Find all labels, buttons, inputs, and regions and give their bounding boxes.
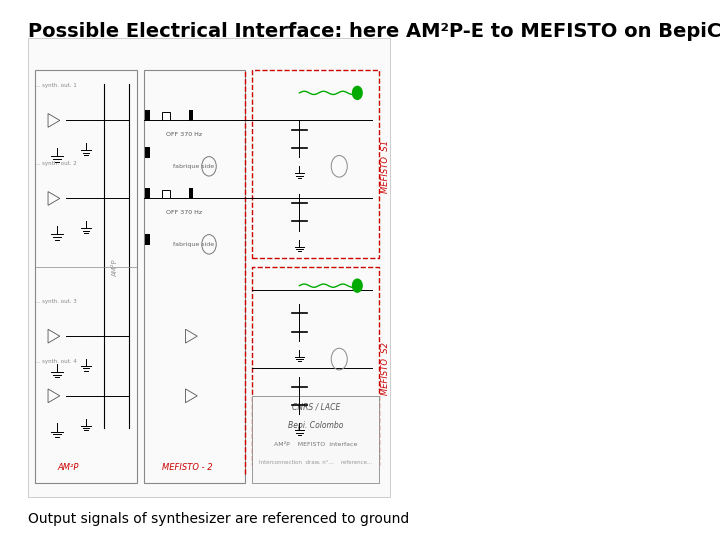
Bar [253,267,379,464]
Text: CNRS / LACE: CNRS / LACE [292,403,340,412]
Bar [144,70,246,483]
Bar [253,70,379,258]
Bar [162,190,170,198]
Bar [162,112,170,120]
Text: OFF 370 Hz: OFF 370 Hz [166,210,202,215]
Text: ... synth. out. 2: ... synth. out. 2 [35,161,77,166]
Circle shape [353,86,362,99]
Text: MEFISTO  S1: MEFISTO S1 [381,140,390,193]
Bar [35,70,137,483]
Bar [145,147,150,158]
Bar [145,234,150,245]
Bar [189,111,194,122]
Text: AM²P: AM²P [57,463,78,471]
Text: MEFISTO - 2: MEFISTO - 2 [162,463,212,471]
Text: MEFISTO  S2: MEFISTO S2 [381,342,390,395]
Bar [189,188,194,199]
Text: ... synth. out. 4: ... synth. out. 4 [35,359,77,364]
Text: ... synth. out. 1: ... synth. out. 1 [35,83,77,88]
Text: Possible Electrical Interface: here AM²P-E to MEFISTO on BepiColombo/MMO: Possible Electrical Interface: here AM²P… [28,22,720,40]
Text: ... synth. out. 3: ... synth. out. 3 [35,299,77,304]
Text: fabrique side: fabrique side [173,164,214,169]
Text: Interconnection  draw. n°...    reference...: Interconnection draw. n°... reference... [259,460,372,465]
Text: AM²P: AM²P [112,259,118,276]
Text: fabrique side: fabrique side [173,242,214,247]
Text: OFF 370 Hz: OFF 370 Hz [166,132,202,137]
Text: Output signals of synthesizer are referenced to ground: Output signals of synthesizer are refere… [28,512,410,526]
Circle shape [353,279,362,292]
Bar [28,38,390,497]
Bar [253,396,379,483]
Text: AM²P    MEFISTO  interface: AM²P MEFISTO interface [274,442,357,447]
Bar [145,188,150,199]
Bar [145,111,150,122]
Text: Bepi. Colombo: Bepi. Colombo [288,421,343,430]
